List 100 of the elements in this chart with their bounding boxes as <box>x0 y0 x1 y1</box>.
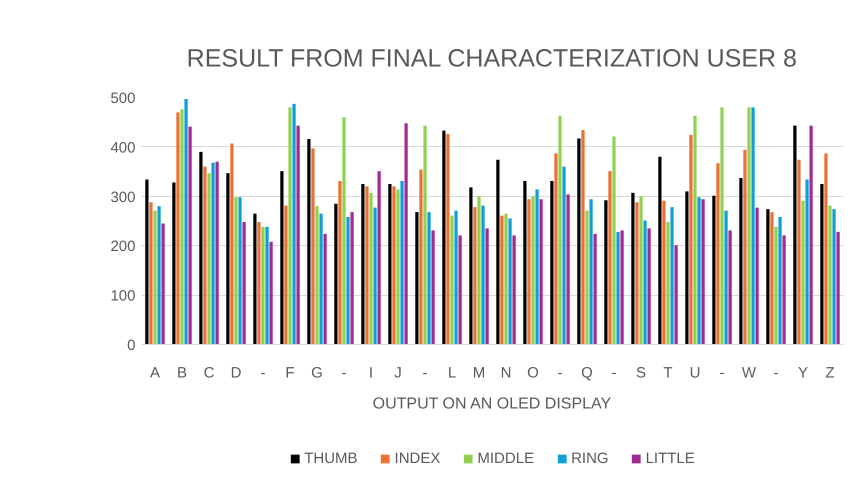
bar <box>701 199 705 344</box>
bar <box>427 212 431 344</box>
legend-label: RING <box>571 450 609 467</box>
bar <box>238 197 242 344</box>
x-tick-label: S <box>636 364 646 382</box>
bar <box>261 226 265 344</box>
x-tick-label: G <box>311 364 323 382</box>
bar <box>674 245 678 344</box>
bar <box>396 189 400 344</box>
bar <box>747 107 751 344</box>
bar <box>485 228 489 344</box>
bar <box>280 171 284 344</box>
x-tick-label: - <box>342 364 346 382</box>
y-tick-label: 300 <box>110 188 136 206</box>
bar <box>793 126 797 344</box>
bar <box>689 135 693 344</box>
bar <box>319 214 323 344</box>
bar <box>631 192 635 344</box>
bar <box>446 134 450 344</box>
bar <box>226 173 230 344</box>
bar <box>608 171 612 344</box>
bar <box>770 212 774 344</box>
bar <box>288 107 292 344</box>
bar <box>211 162 215 344</box>
bar <box>666 222 670 344</box>
bar <box>523 180 527 344</box>
x-tick-label: W <box>742 364 757 382</box>
bar <box>365 186 369 344</box>
bar <box>589 199 593 344</box>
bar <box>481 206 485 344</box>
bar <box>585 210 589 344</box>
bar <box>662 200 666 344</box>
chart-title: RESULT FROM FINAL CHARACTERIZATION USER 8 <box>186 44 797 72</box>
bar <box>311 148 315 344</box>
bar <box>820 184 824 344</box>
bar <box>512 235 516 344</box>
bar <box>562 166 566 344</box>
bar <box>832 209 836 344</box>
bar <box>346 217 350 344</box>
y-tick-label: 100 <box>110 288 136 305</box>
bar <box>296 126 300 344</box>
bar <box>469 187 473 344</box>
bar <box>423 126 427 344</box>
bar <box>153 210 157 344</box>
legend-label: THUMB <box>304 450 358 467</box>
bar <box>234 197 238 344</box>
bar <box>400 180 404 344</box>
bar <box>797 160 801 344</box>
bar <box>535 189 539 344</box>
legend-label: LITTLE <box>646 450 695 467</box>
bar <box>207 173 211 344</box>
bar <box>269 242 273 344</box>
bar <box>442 130 446 344</box>
bar <box>334 204 338 344</box>
bar <box>620 230 624 344</box>
x-tick-label: - <box>720 364 724 382</box>
bar <box>450 216 454 344</box>
bar <box>292 104 296 344</box>
bar <box>728 230 732 344</box>
bar <box>431 230 435 344</box>
x-tick-label: N <box>500 364 512 382</box>
bar <box>550 180 554 344</box>
y-tick-label: 400 <box>110 139 136 156</box>
bar <box>392 186 396 344</box>
x-axis-title: OUTPUT ON AN OLED DISPLAY <box>372 396 612 412</box>
bar <box>338 180 342 344</box>
bar <box>612 136 616 344</box>
x-tick-label: - <box>260 364 266 382</box>
x-tick-label: - <box>422 364 428 382</box>
bar <box>473 207 477 344</box>
bar <box>315 206 319 344</box>
x-tick-label: A <box>150 364 160 382</box>
bar <box>145 180 149 344</box>
bar <box>805 180 809 344</box>
bar <box>616 232 620 344</box>
bar <box>369 192 373 344</box>
bar <box>531 196 535 344</box>
x-tick-label: F <box>285 364 295 382</box>
bar <box>577 138 581 344</box>
bar <box>157 206 161 344</box>
x-tick-label: Y <box>798 364 808 382</box>
bar <box>566 194 570 344</box>
bar <box>712 196 716 344</box>
bar <box>778 217 782 344</box>
bar <box>824 153 828 344</box>
bar <box>242 222 246 344</box>
legend-label: MIDDLE <box>477 450 534 467</box>
bar <box>693 116 697 344</box>
bar <box>685 191 689 344</box>
bar <box>658 156 662 344</box>
bar <box>500 216 504 344</box>
bar <box>215 162 219 344</box>
bar <box>184 98 188 344</box>
bar <box>307 138 311 344</box>
bar <box>419 170 423 344</box>
bar <box>828 206 832 344</box>
bar <box>373 208 377 344</box>
x-tick-label: O <box>527 364 539 382</box>
bar <box>180 109 184 344</box>
bar <box>404 123 408 344</box>
